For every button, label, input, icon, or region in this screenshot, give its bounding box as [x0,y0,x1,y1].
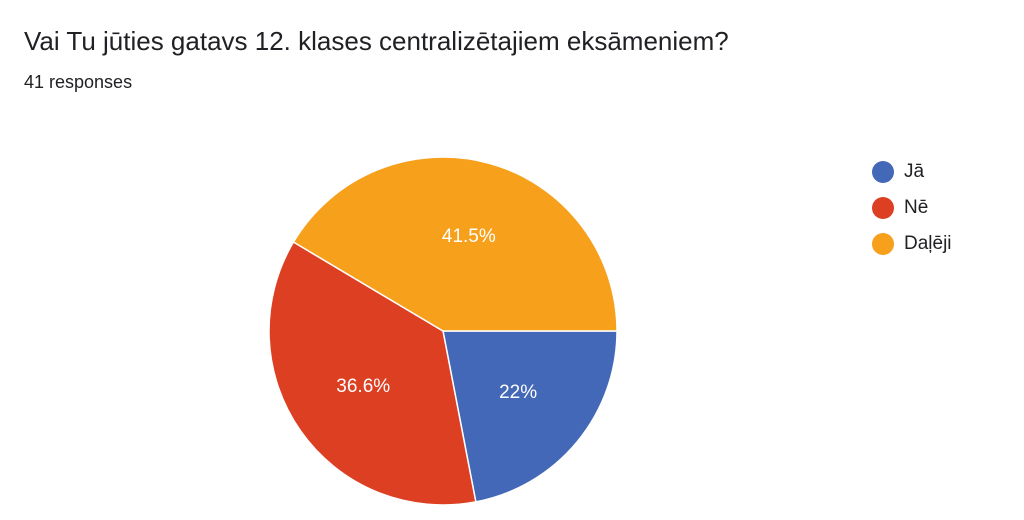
legend-swatch-2 [872,233,894,255]
slice-label-0: 22% [499,382,537,403]
legend-swatch-1 [872,197,894,219]
legend-swatch-0 [872,161,894,183]
chart-title: Vai Tu jūties gatavs 12. klases centrali… [24,26,729,56]
slice-label-1: 36.6% [336,376,390,397]
response-count: 41 responses [24,72,133,92]
slice-label-2: 41.5% [442,226,496,247]
legend-item-2[interactable]: Daļēji [872,226,952,262]
legend-item-0[interactable]: Jā [872,154,952,190]
pie-slice-2[interactable] [292,156,618,332]
pie-slice-0[interactable] [442,330,618,503]
legend: Jā Nē Daļēji [872,154,952,262]
legend-label-0: Jā [904,161,925,182]
pie-slice-1[interactable] [268,241,477,506]
legend-label-1: Nē [904,197,929,218]
legend-item-1[interactable]: Nē [872,190,952,226]
legend-label-2: Daļēji [904,233,952,254]
